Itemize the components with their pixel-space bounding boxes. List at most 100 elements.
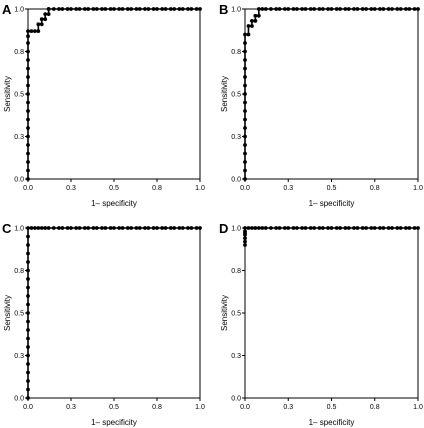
roc-point [320,7,325,11]
roc-point [155,226,159,230]
roc-point [163,226,168,230]
roc-point [177,7,182,11]
roc-point [43,12,48,16]
roc-point [326,7,330,11]
roc-point [160,7,165,11]
roc-point [117,7,122,11]
x-tick-label: 0.8 [152,404,162,411]
roc-point [51,7,56,11]
roc-point [26,268,30,273]
roc-point [26,151,30,156]
roc-point [103,7,108,11]
roc-point [381,226,386,230]
roc-point [125,7,130,11]
roc-point [334,226,339,230]
roc-point [77,7,82,11]
roc-point [346,226,351,230]
roc-point [312,7,317,11]
x-tick-label: 0.8 [370,404,380,411]
roc-point [100,7,104,11]
roc-point [26,243,30,247]
roc-point [263,226,268,230]
roc-point [343,226,348,230]
x-tick-label: 0.3 [283,404,293,411]
roc-point [46,7,51,11]
roc-panel-c: C 0.00.0 0.3 0.3 0.5 0.5 0.8 0.8 1.0 1.0 1– specif… [2,221,205,427]
roc-point [326,226,330,230]
roc-point [243,117,247,122]
roc-point [343,7,348,11]
roc-point [269,226,273,230]
roc-point [94,226,99,230]
roc-point [129,7,134,11]
y-axis-title: Sensitivity [3,295,12,331]
roc-point [186,226,190,230]
roc-point [26,328,30,332]
y-tick-label: 0.0 [14,396,24,403]
roc-point [194,7,199,11]
panel-letter: D [219,221,228,236]
roc-point [250,24,254,28]
roc-point [94,7,99,11]
roc-point [155,7,159,11]
roc-point [260,226,265,230]
roc-point [26,143,30,147]
y-tick-label: 1.0 [14,226,24,233]
roc-point [198,7,202,11]
roc-point [369,226,374,230]
roc-point [177,226,182,230]
roc-point [243,143,247,147]
roc-curve [27,8,200,179]
roc-point [246,24,251,28]
roc-point [329,226,334,230]
roc-point [312,226,317,230]
y-tick-label: 0.5 [231,92,241,99]
roc-point [390,226,394,230]
x-tick-label: 0.8 [370,185,380,192]
roc-point [46,12,51,16]
roc-point [412,226,417,230]
y-axis-title: Sensitivity [220,295,229,331]
x-tick-label: 0.3 [66,185,76,192]
roc-point [74,7,79,11]
y-tick-label: 0.3 [14,134,24,141]
roc-point [338,7,343,11]
roc-curve [244,8,418,179]
roc-point [120,226,125,230]
roc-point [386,226,391,230]
roc-point [412,7,417,11]
x-tick-label: 0.0 [240,185,250,192]
roc-point [381,7,386,11]
roc-point [26,83,30,88]
roc-point [60,7,65,11]
roc-point [360,226,365,230]
roc-point [243,32,247,37]
roc-point [26,234,30,239]
roc-point [26,277,30,281]
roc-point [26,117,30,122]
roc-point [277,7,282,11]
roc-point [26,109,30,113]
roc-point [129,226,134,230]
roc-point [60,226,65,230]
roc-curve [244,227,418,245]
roc-point [282,7,287,11]
roc-point [243,126,247,130]
roc-point [91,226,96,230]
roc-point [243,92,247,96]
roc-point [36,22,41,27]
roc-point [243,236,247,241]
x-axis-title: 1– specificity [309,199,355,208]
x-tick-label: 1.0 [413,185,423,192]
plot-frame [244,227,419,399]
roc-point [372,7,377,11]
roc-point [317,7,322,11]
plot-frame [244,8,419,180]
roc-point [274,7,279,11]
roc-point [352,7,356,11]
roc-point [26,41,30,45]
roc-point [378,226,382,230]
roc-point [36,29,41,33]
roc-point [253,19,258,23]
